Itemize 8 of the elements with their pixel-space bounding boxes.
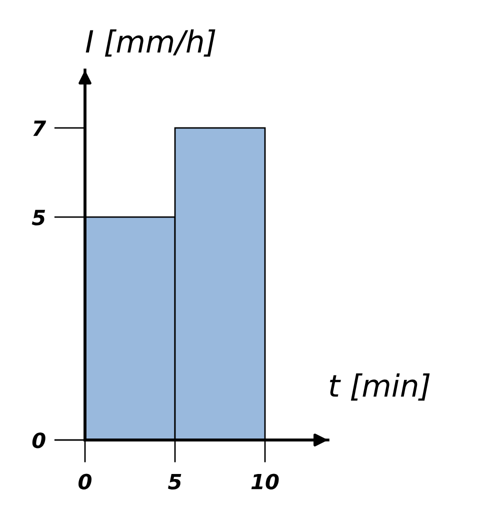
x-axis-title: t [min] <box>330 373 430 401</box>
y-axis-title: I [mm/h] <box>86 29 216 57</box>
x-tick-label: 5 <box>168 474 182 490</box>
y-tick-label: 0 <box>32 432 46 448</box>
y-tick-label: 7 <box>33 120 46 136</box>
x-tick-label: 10 <box>251 474 279 490</box>
y-tick-label: 5 <box>32 210 46 226</box>
x-tick-label: 0 <box>78 474 92 490</box>
